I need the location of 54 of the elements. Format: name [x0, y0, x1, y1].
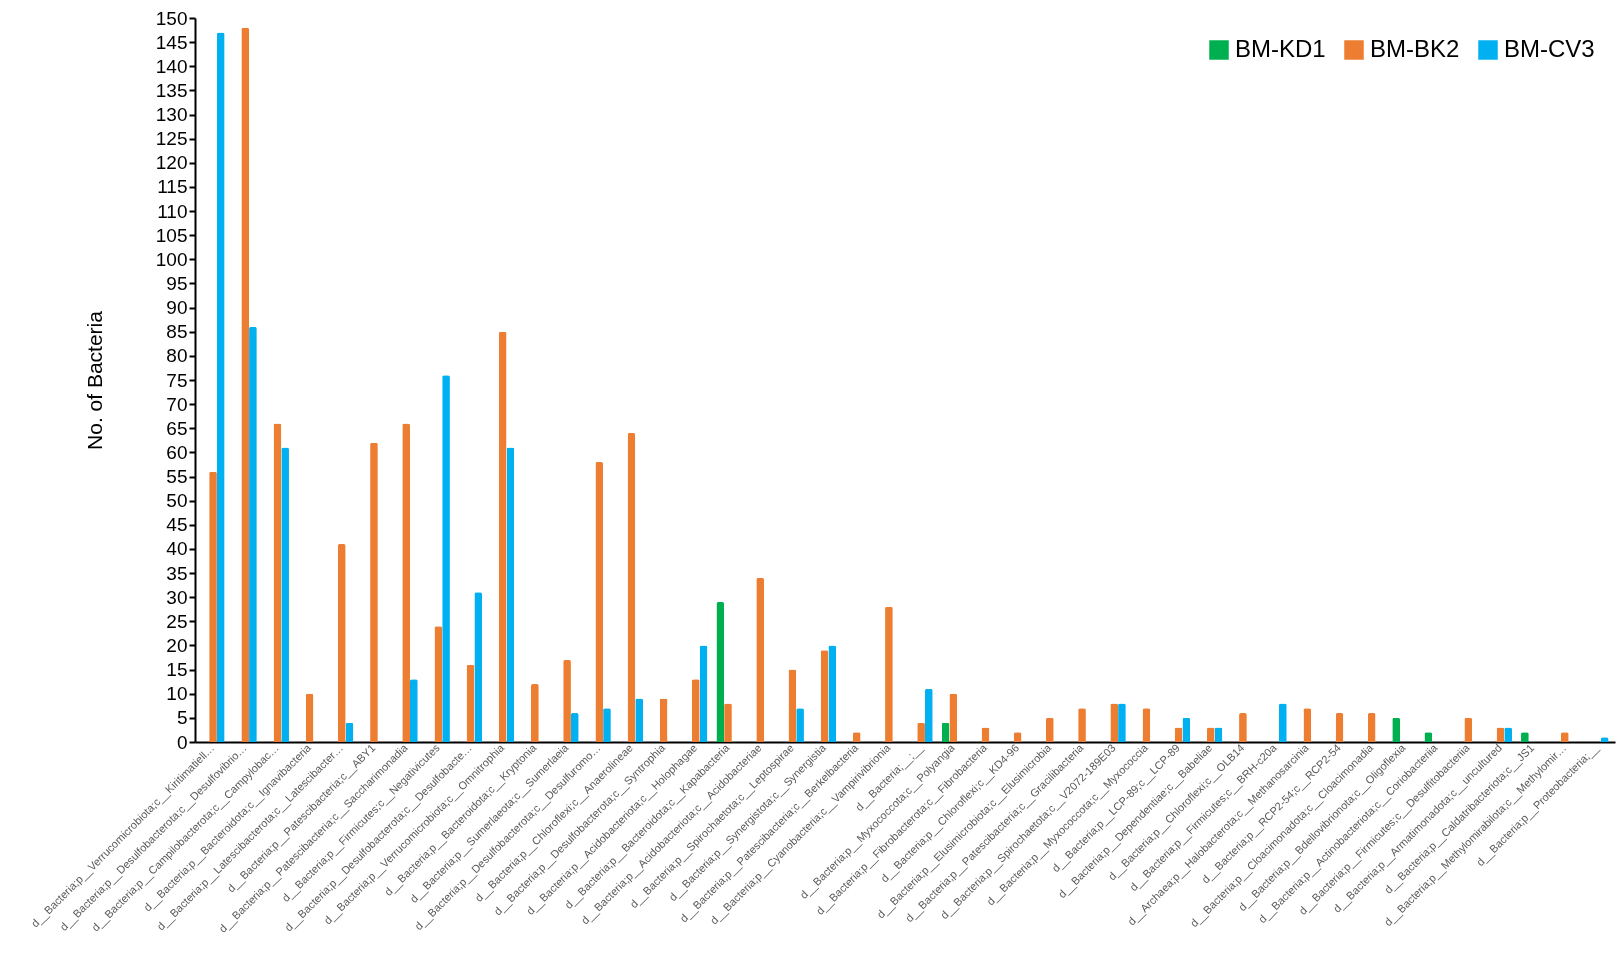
y-tick-label: 140	[155, 55, 188, 77]
y-tick-label: 55	[166, 466, 188, 488]
bar	[466, 664, 475, 742]
y-tick-label: 105	[155, 224, 188, 246]
bar	[241, 27, 250, 742]
bar	[273, 423, 282, 742]
bar	[820, 650, 829, 742]
y-tick-label: 120	[155, 152, 188, 174]
legend-label: BM-KD1	[1235, 35, 1326, 62]
y-tick-label: 135	[155, 79, 188, 101]
y-tick-label: 30	[166, 586, 188, 608]
y-tick-label: 80	[166, 345, 188, 367]
y-axis-title: No. of Bacteria	[82, 310, 106, 450]
bar	[595, 462, 604, 742]
y-tick-label: 95	[166, 272, 188, 294]
y-tick-label: 20	[166, 634, 188, 656]
y-tick-label: 150	[155, 7, 188, 29]
bar	[337, 544, 346, 742]
y-tick-label: 60	[166, 441, 188, 463]
y-tick-label: 70	[166, 393, 188, 415]
bar	[474, 592, 483, 742]
y-tick-label: 50	[166, 490, 188, 512]
bar	[498, 331, 507, 742]
y-tick-label: 45	[166, 514, 188, 536]
y-tick-label: 85	[166, 321, 188, 343]
bar	[627, 433, 636, 742]
y-tick-label: 5	[176, 707, 188, 729]
y-tick-label: 35	[166, 562, 188, 584]
bar	[699, 645, 708, 742]
bar	[216, 32, 225, 742]
bar	[756, 577, 765, 742]
legend-label: BM-CV3	[1504, 35, 1595, 62]
y-tick-label: 65	[166, 417, 188, 439]
bar	[828, 645, 837, 742]
y-tick-label: 115	[157, 176, 188, 198]
bar	[506, 447, 515, 742]
bar	[949, 693, 958, 742]
y-tick-label: 10	[166, 683, 188, 705]
y-tick-label: 130	[155, 104, 188, 126]
bar	[434, 626, 443, 742]
y-tick-label: 40	[166, 538, 188, 560]
y-tick-label: 25	[166, 610, 188, 632]
bar	[305, 693, 314, 742]
y-tick-label: 75	[166, 369, 188, 391]
y-tick-label: 110	[157, 200, 188, 222]
y-tick-label: 90	[166, 297, 188, 319]
bar	[716, 602, 725, 742]
bar	[788, 669, 797, 742]
legend-label: BM-BK2	[1370, 35, 1460, 62]
y-tick-label: 125	[155, 128, 188, 150]
y-tick-label: 145	[155, 31, 188, 53]
y-tick-label: 100	[155, 248, 188, 270]
bar	[924, 688, 933, 742]
y-tick-label: 15	[166, 659, 188, 681]
